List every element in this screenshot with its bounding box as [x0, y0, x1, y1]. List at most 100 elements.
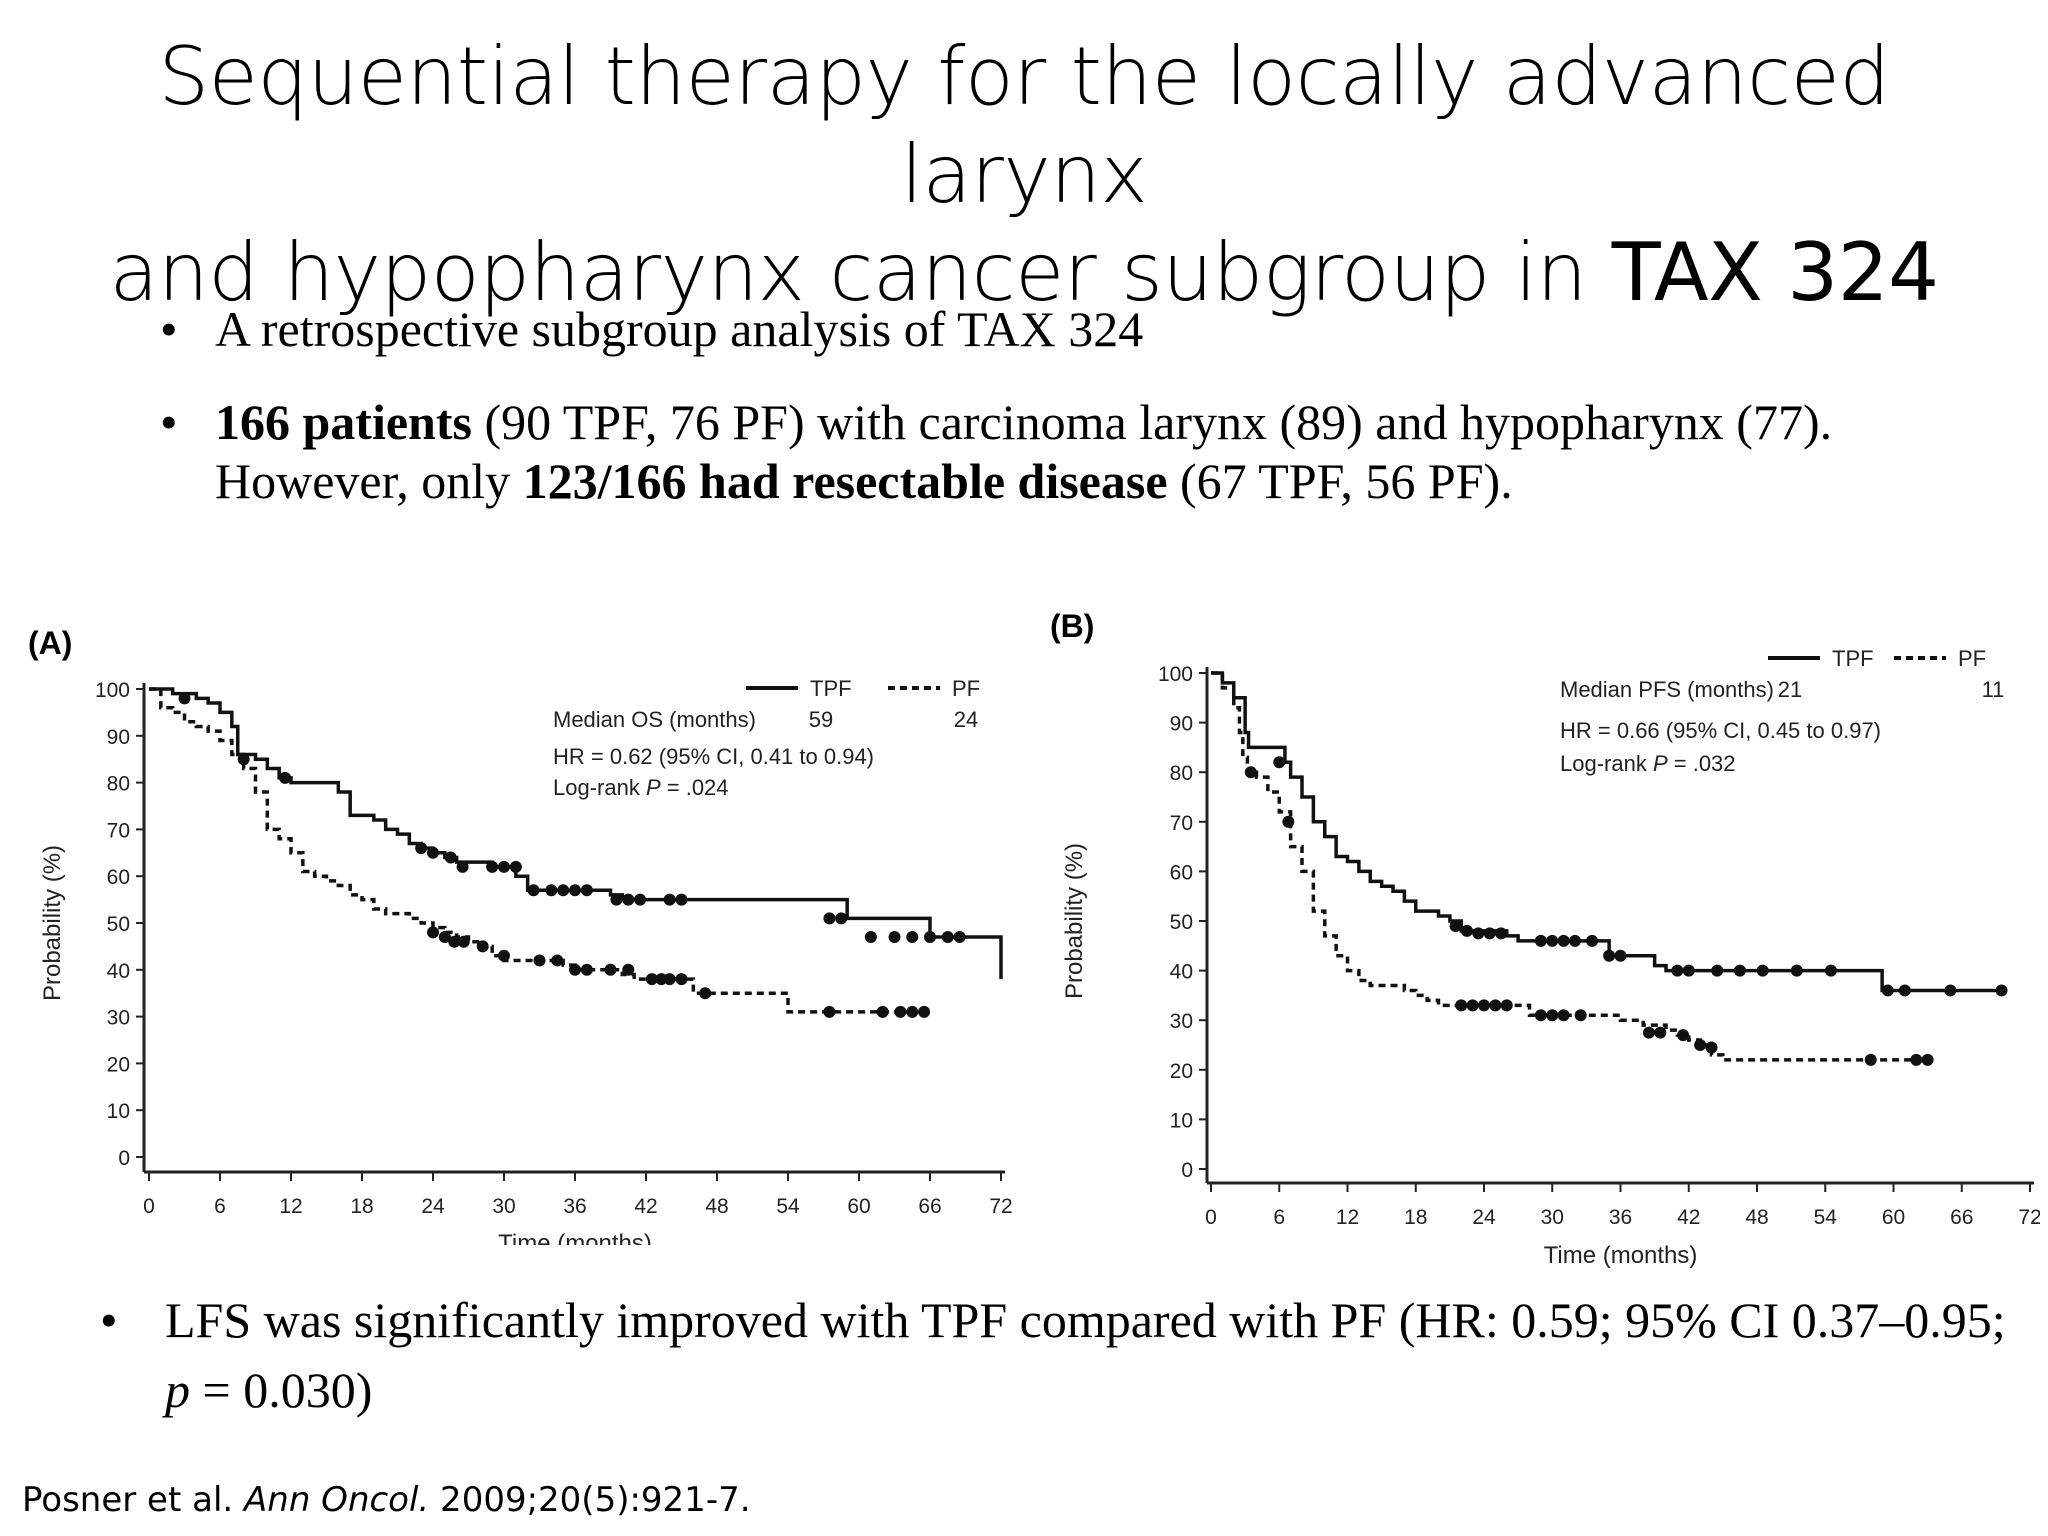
chart-a-series-pf-censor-mark — [498, 949, 510, 962]
citation-prefix: Posner et al. — [22, 1480, 245, 1520]
chart-b-series-pf-censor-mark — [1244, 766, 1257, 779]
chart-b-log-rank-prefix: Log-rank — [1560, 751, 1653, 776]
chart-b-series-tpf-censor-mark — [1472, 927, 1485, 940]
chart-b-series-pf-censor-mark — [1557, 1009, 1570, 1022]
chart-a-series-tpf-censor-mark — [557, 884, 570, 897]
chart-b-series-pf-censor-mark — [1466, 999, 1479, 1012]
chart-a-x-tick-label: 18 — [350, 1195, 373, 1218]
chart-a-y-axis-label: Probability (%) — [39, 845, 66, 1001]
chart-b-series-tpf-censor-mark — [1881, 984, 1894, 997]
chart-a-series-tpf-censor-mark — [580, 884, 593, 897]
chart-a-y-tick-label: 40 — [107, 960, 130, 983]
chart-a-y-tick-label: 20 — [107, 1053, 130, 1076]
chart-a-y-tick-label: 90 — [107, 726, 130, 749]
chart-b-series-tpf-censor-mark — [1711, 964, 1724, 977]
chart-b-series-tpf-censor-mark — [1995, 984, 2008, 997]
chart-b-y-tick-label: 60 — [1170, 861, 1193, 884]
chart-b-x-tick-label: 6 — [1273, 1206, 1285, 1229]
chart-a-series-pf-censor-mark — [476, 940, 489, 953]
citation: Posner et al. Ann Oncol. 2009;20(5):921-… — [22, 1480, 751, 1520]
chart-b-y-tick-label: 50 — [1170, 911, 1193, 934]
chart-b-y-tick-label: 30 — [1170, 1010, 1193, 1033]
chart-a-series-pf-censor-mark — [894, 1005, 907, 1018]
chart-b-y-tick-label: 20 — [1170, 1060, 1193, 1083]
chart-a-x-tick-label: 60 — [847, 1195, 870, 1218]
bullet-1: A retrospective subgroup analysis of TAX… — [160, 300, 1860, 359]
chart-a-x-tick-label: 6 — [214, 1195, 226, 1218]
chart-a-series-tpf-censor-mark — [456, 860, 469, 873]
chart-b-y-tick-label: 100 — [1158, 663, 1193, 686]
chart-b-hazard-ratio: HR = 0.66 (95% CI, 0.45 to 0.97) — [1560, 718, 1881, 743]
bullet-2-text-1: (90 TPF, 76 PF) with carcinoma larynx (8… — [215, 394, 1833, 509]
chart-a-x-tick-label: 42 — [634, 1195, 657, 1218]
bullet-3-text-1: LFS was significantly improved with TPF … — [165, 1292, 2006, 1348]
chart-a-x-tick-label: 36 — [563, 1195, 586, 1218]
bullet-3-italic: p — [165, 1362, 190, 1418]
chart-b-median-pf-value: 11 — [1982, 677, 2005, 702]
chart-b-x-tick-label: 66 — [1950, 1206, 1973, 1229]
chart-b-x-tick-label: 24 — [1472, 1206, 1496, 1229]
chart-a-series-pf-censor-mark — [663, 973, 676, 986]
chart-a-x-tick-label: 48 — [705, 1195, 728, 1218]
chart-a-median-pf-value: 24 — [954, 707, 978, 732]
chart-a-y-tick-label: 0 — [118, 1147, 130, 1170]
chart-b-series-pf-censor-mark — [1534, 1009, 1547, 1022]
chart-a-series-pf-censor-mark — [427, 926, 439, 939]
chart-a-series-tpf-censor-mark — [178, 692, 191, 705]
chart-a-series-pf-censor-mark — [604, 963, 617, 976]
panel-label-b: (B) — [1050, 608, 1095, 644]
chart-a-series-pf-censor-mark — [580, 963, 593, 976]
chart-a-svg: 0 10 20 30 40 50 60 70 80 90 100 0 6 12 18 24 30 36 42 48 54… — [39, 676, 1013, 1245]
chart-a-series-tpf-censor-mark — [888, 931, 901, 944]
chart-b-series-tpf-censor-mark — [1546, 934, 1559, 947]
chart-a-series-tpf-censor-mark — [924, 931, 936, 944]
panel-label-a: (A) — [28, 625, 73, 661]
chart-a-series-pf-censor-mark — [645, 973, 658, 986]
chart-a-log-rank: Log-rank P = .024 — [553, 775, 729, 800]
chart-a-series-tpf-censor-mark — [444, 851, 457, 864]
chart-b-series-tpf-censor-mark — [1790, 964, 1803, 977]
chart-b-series-tpf-censor-mark — [1460, 924, 1473, 937]
title-line-1: Sequential therapy for the locally advan… — [158, 30, 1890, 221]
chart-b-series-tpf-censor-mark — [1586, 934, 1599, 947]
chart-a-series-tpf-censor-mark — [906, 931, 919, 944]
chart-b-series-tpf-censor-mark — [1569, 934, 1581, 947]
chart-a-series-tpf-censor-mark — [569, 884, 581, 897]
chart-a-series-pf-censor-mark — [551, 954, 564, 967]
chart-b-series-pf-censor-mark — [1864, 1053, 1877, 1066]
chart-a-x-tick-label: 24 — [421, 1195, 445, 1218]
chart-a-series-tpf-censor-mark — [675, 893, 688, 906]
chart-b-series-tpf-censor-mark — [1557, 934, 1570, 947]
chart-a-legend-tpf-label: TPF — [810, 676, 852, 701]
chart-a-series-pf-censor-mark — [438, 931, 451, 944]
chart-b-x-tick-label: 72 — [2018, 1206, 2040, 1229]
chart-b-series-tpf-censor-mark — [1483, 927, 1496, 940]
chart-b-series-tpf-censor-mark — [1898, 984, 1911, 997]
chart-a-series-pf-censor-mark — [622, 963, 635, 976]
chart-b-y-tick-label: 40 — [1170, 961, 1193, 984]
chart-b-log-rank-p: P — [1653, 751, 1668, 776]
chart-a-series-pf-censor-mark — [457, 935, 470, 948]
chart-b-x-tick-label: 30 — [1541, 1206, 1564, 1229]
chart-b-x-tick-label: 36 — [1609, 1206, 1632, 1229]
chart-a-series-tpf-censor-mark — [279, 771, 292, 784]
chart-a-y-tick-label: 60 — [107, 866, 130, 889]
chart-b-legend-pf-label: PF — [1958, 646, 1986, 671]
chart-b-x-tick-label: 12 — [1336, 1206, 1359, 1229]
chart-b: (B) 0 10 20 30 40 50 60 70 80 90 100 0 6 12 18 24 30 36 42… — [1050, 608, 2040, 1283]
chart-b-y-tick-label: 70 — [1170, 812, 1193, 835]
citation-suffix: 2009;20(5):921-7. — [429, 1480, 751, 1520]
chart-b-series-pf-censor-mark — [1910, 1053, 1923, 1066]
chart-a-y-tick-label: 100 — [95, 679, 130, 702]
chart-b-series-pf-censor-mark — [1677, 1029, 1690, 1042]
chart-b-series-pf-censor-mark — [1921, 1053, 1934, 1066]
chart-b-x-tick-label: 18 — [1404, 1206, 1427, 1229]
chart-a-legend-pf-label: PF — [952, 676, 980, 701]
chart-b-series-pf-censor-mark — [1642, 1026, 1655, 1039]
chart-a-series-pf-censor-mark — [918, 1005, 931, 1018]
chart-b-series-tpf-line — [1211, 671, 2008, 993]
chart-a-series-tpf-censor-mark — [953, 931, 966, 944]
chart-a-y-tick-label: 10 — [107, 1100, 130, 1123]
chart-a: (A) 0 10 20 30 40 50 60 70 80 90 100 0 6 12 18 24 30 36 42… — [26, 625, 1026, 1245]
chart-b-series-pf-censor-mark — [1489, 999, 1502, 1012]
